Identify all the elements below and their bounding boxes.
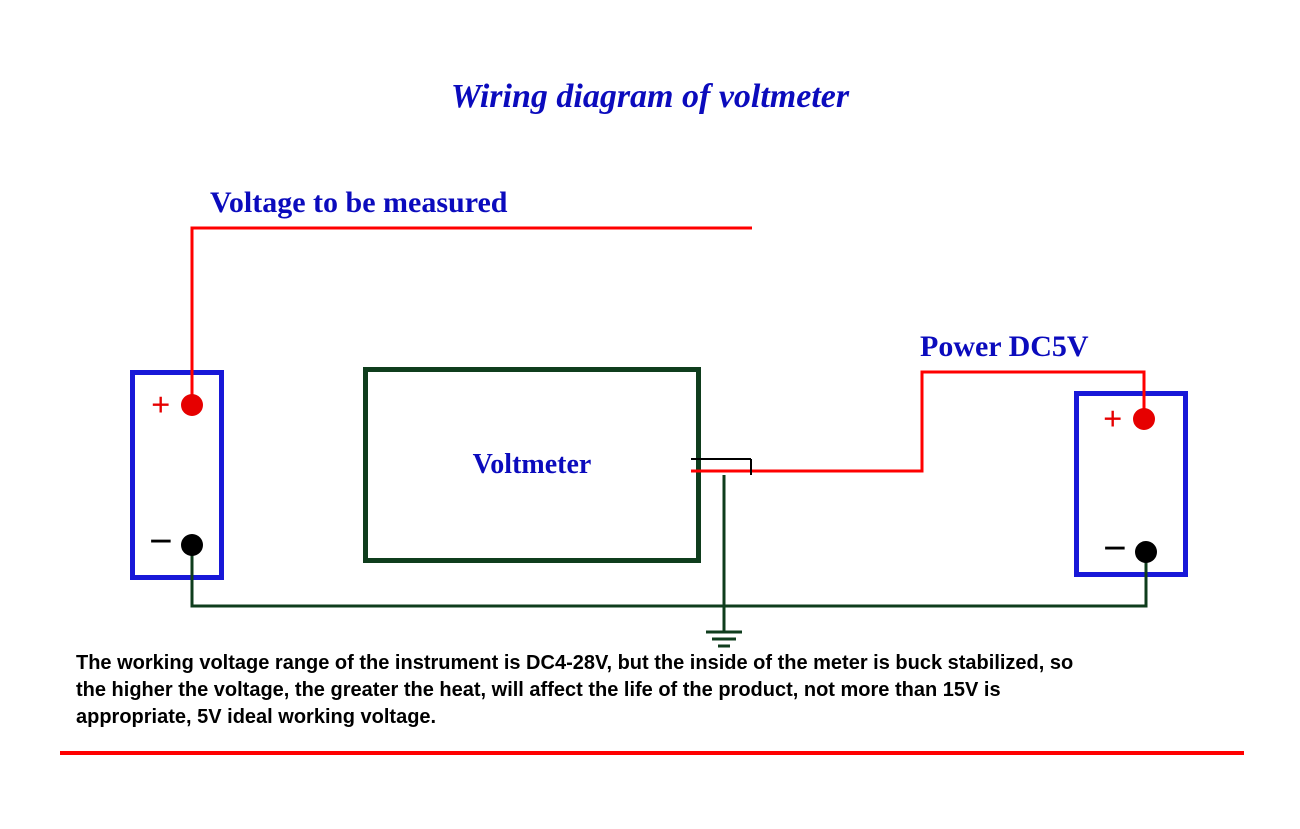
label-voltage-to-be-measured: Voltage to be measured xyxy=(210,186,507,220)
label-power-dc5v: Power DC5V xyxy=(920,330,1089,364)
voltmeter-box: Voltmeter xyxy=(363,367,701,563)
plus-symbol: + xyxy=(1103,401,1122,439)
plus-symbol: + xyxy=(151,387,170,425)
diagram-title: Wiring diagram of voltmeter xyxy=(0,78,1300,116)
voltmeter-label: Voltmeter xyxy=(473,449,592,481)
caption-text: The working voltage range of the instrum… xyxy=(76,650,1106,731)
diagram-canvas: Wiring diagram of voltmeter Voltage to b… xyxy=(0,0,1300,829)
minus-symbol: − xyxy=(1103,525,1127,573)
battery-left: + − xyxy=(130,370,224,580)
battery-right: + − xyxy=(1074,391,1188,577)
minus-symbol: − xyxy=(149,518,173,566)
